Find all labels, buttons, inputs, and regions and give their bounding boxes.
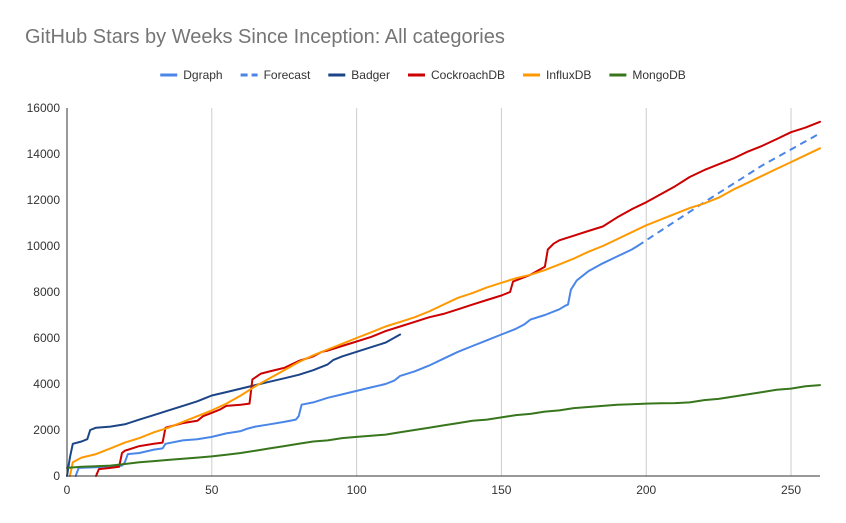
- legend-label-mongodb: MongoDB: [632, 68, 685, 82]
- axes: [66, 108, 820, 477]
- legend-label-dgraph: Dgraph: [183, 68, 222, 82]
- y-tick-label-10000: 10000: [27, 239, 61, 253]
- y-axis-ticks: 0 2000 4000 6000 8000 10000 12000 14000 16000: [27, 101, 61, 483]
- series-line-influxdb: [68, 147, 821, 477]
- legend-label-badger: Badger: [351, 68, 390, 82]
- x-tick-label-200: 200: [636, 483, 656, 497]
- y-tick-label-2000: 2000: [33, 423, 60, 437]
- x-tick-label-0: 0: [64, 483, 71, 497]
- series-lines: [66, 120, 821, 477]
- legend-label-forecast: Forecast: [264, 68, 311, 82]
- legend: Dgraph Forecast Badger CockroachDB InfluxDB M…: [160, 68, 686, 82]
- series-line-badger: [66, 333, 402, 477]
- chart-title: GitHub Stars by Weeks Since Inception: A…: [25, 26, 505, 48]
- x-tick-label-250: 250: [781, 483, 801, 497]
- series-line-cockroachdb: [95, 120, 821, 477]
- series-line-dgraph: [74, 245, 639, 477]
- legend-label-cockroachdb: CockroachDB: [431, 68, 505, 82]
- y-tick-label-6000: 6000: [33, 331, 60, 345]
- x-tick-label-50: 50: [205, 483, 219, 497]
- y-tick-label-4000: 4000: [33, 377, 60, 391]
- x-axis-ticks: 0 50 100 150 200 250: [64, 483, 802, 497]
- y-tick-label-14000: 14000: [27, 147, 61, 161]
- y-tick-label-12000: 12000: [27, 193, 61, 207]
- x-tick-label-100: 100: [347, 483, 367, 497]
- y-tick-label-0: 0: [53, 469, 60, 483]
- grid-lines: [211, 108, 792, 476]
- y-tick-label-16000: 16000: [27, 101, 61, 115]
- x-tick-label-150: 150: [491, 483, 511, 497]
- series-line-forecast: [636, 132, 821, 247]
- y-tick-label-8000: 8000: [33, 285, 60, 299]
- legend-label-influxdb: InfluxDB: [546, 68, 591, 82]
- series-line-mongodb: [66, 384, 821, 469]
